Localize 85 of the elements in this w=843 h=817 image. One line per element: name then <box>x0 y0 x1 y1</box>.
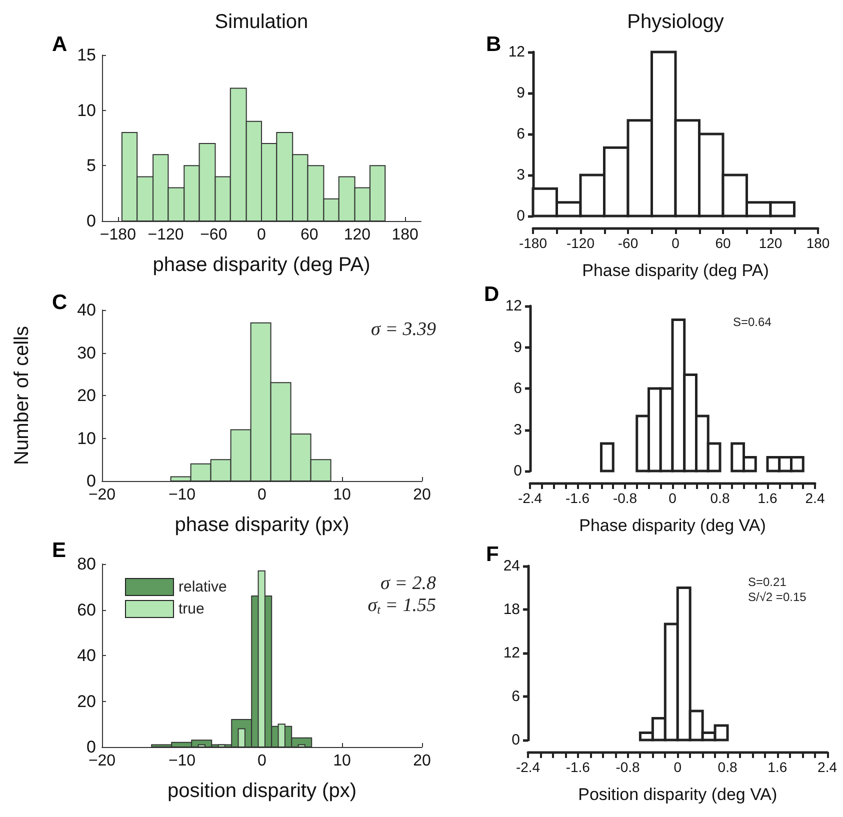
x-tick-label: 60 <box>300 226 318 244</box>
annotation: S=0.64 <box>733 315 772 329</box>
x-tick-label: 20 <box>413 486 431 504</box>
x-tick-label: 0.8 <box>718 759 738 775</box>
y-tick-label: 20 <box>77 692 96 711</box>
x-tick-label: 2.4 <box>805 490 825 506</box>
y-tick-label: 0 <box>512 732 520 748</box>
x-tick-label: 0 <box>668 490 677 506</box>
y-tick-label: 20 <box>77 386 96 405</box>
y-tick-label: 0 <box>514 462 522 480</box>
x-tick-label: -180 <box>518 235 548 251</box>
y-tick-label: 12 <box>505 298 522 314</box>
x-tick-label: 120 <box>344 226 371 244</box>
x-tick-label: 1.6 <box>768 759 788 775</box>
y-tick-label: 5 <box>86 156 96 176</box>
y-tick-label: 24 <box>503 558 520 574</box>
x-tick-label: 120 <box>758 235 782 251</box>
annotation: S=0.21 <box>748 575 787 589</box>
y-tick-label: 9 <box>516 84 525 102</box>
y-tick-label: 9 <box>514 338 522 356</box>
x-tick-label: 10 <box>333 752 351 770</box>
chart-subtitle: Simulation <box>214 11 310 34</box>
x-tick-label: -2.4 <box>518 490 542 506</box>
x-tick-label: 60 <box>715 235 731 251</box>
x-tick-label: -120 <box>566 235 595 251</box>
x-tick-label: 0 <box>674 759 682 775</box>
x-axis-title: Phase disparity (deg VA) <box>579 516 766 535</box>
x-tick-label: 2.4 <box>818 759 838 775</box>
y-tick-label: 0 <box>516 208 525 224</box>
x-axis-title: Position disparity (deg VA) <box>578 785 778 804</box>
y-tick-label: 3 <box>514 421 522 438</box>
chart-title: A <box>52 33 68 57</box>
x-axis-title: phase disparity (deg PA) <box>152 254 370 276</box>
chart-title: F <box>486 543 499 567</box>
x-tick-label: -2.4 <box>516 759 540 775</box>
x-tick-label: 1.6 <box>758 490 778 506</box>
x-tick-label: 0 <box>258 486 267 504</box>
x-tick-label: -0.8 <box>612 490 638 506</box>
y-tick-label: 6 <box>516 126 525 142</box>
x-tick-label: -0.8 <box>616 759 640 775</box>
x-tick-label: 0.8 <box>710 490 730 506</box>
y-tick-label: 15 <box>77 46 96 64</box>
x-axis-title: Phase disparity (deg PA) <box>582 261 769 280</box>
legend-label: relative <box>178 578 227 596</box>
x-tick-label: 0 <box>672 235 680 251</box>
y-tick-label: 80 <box>77 554 96 574</box>
y-tick-label: 12 <box>508 44 525 60</box>
x-tick-label: −60 <box>200 226 228 244</box>
annotation: S/√2 =0.15 <box>748 590 807 604</box>
x-tick-label: 10 <box>333 486 351 504</box>
chart-title: C <box>52 291 68 315</box>
y-tick-label: 30 <box>77 343 96 362</box>
x-tick-label: −120 <box>148 226 184 244</box>
y-tick-label: 40 <box>77 300 96 320</box>
y-tick-label: 6 <box>512 688 520 705</box>
y-tick-label: 6 <box>514 380 522 397</box>
y-tick-label: 18 <box>503 601 520 618</box>
x-axis-title: phase disparity (px) <box>174 514 350 536</box>
chart-title: D <box>484 283 500 307</box>
x-tick-label: 180 <box>806 235 830 251</box>
chart-subtitle: Physiology <box>626 11 725 34</box>
x-axis-title: position disparity (px) <box>168 780 356 802</box>
x-tick-label: 180 <box>392 226 418 244</box>
chart-title: E <box>52 539 66 563</box>
x-tick-label: 0 <box>257 226 266 244</box>
annotation: σ = 3.39 <box>371 319 436 340</box>
x-tick-label: -1.6 <box>566 759 590 775</box>
y-tick-label: 12 <box>503 644 520 662</box>
y-tick-label: 3 <box>516 166 525 184</box>
x-tick-label: 0 <box>258 752 267 770</box>
y-tick-label: 10 <box>77 100 96 120</box>
x-tick-label: -1.6 <box>565 490 590 506</box>
annotation: σ = 2.8 <box>380 573 436 594</box>
x-tick-label: -60 <box>618 235 638 251</box>
y-tick-label: 10 <box>77 428 96 448</box>
y-tick-label: 0 <box>86 212 96 230</box>
y-tick-label: 60 <box>77 600 96 620</box>
legend-label: true <box>178 600 204 618</box>
chart-title: B <box>486 33 502 57</box>
x-tick-label: −10 <box>168 486 196 504</box>
y-tick-label: 40 <box>77 646 96 665</box>
x-tick-label: 20 <box>413 752 431 770</box>
x-tick-label: −10 <box>168 752 196 770</box>
y-axis-title: Number of cells <box>11 326 33 465</box>
x-tick-label: −180 <box>100 226 136 244</box>
